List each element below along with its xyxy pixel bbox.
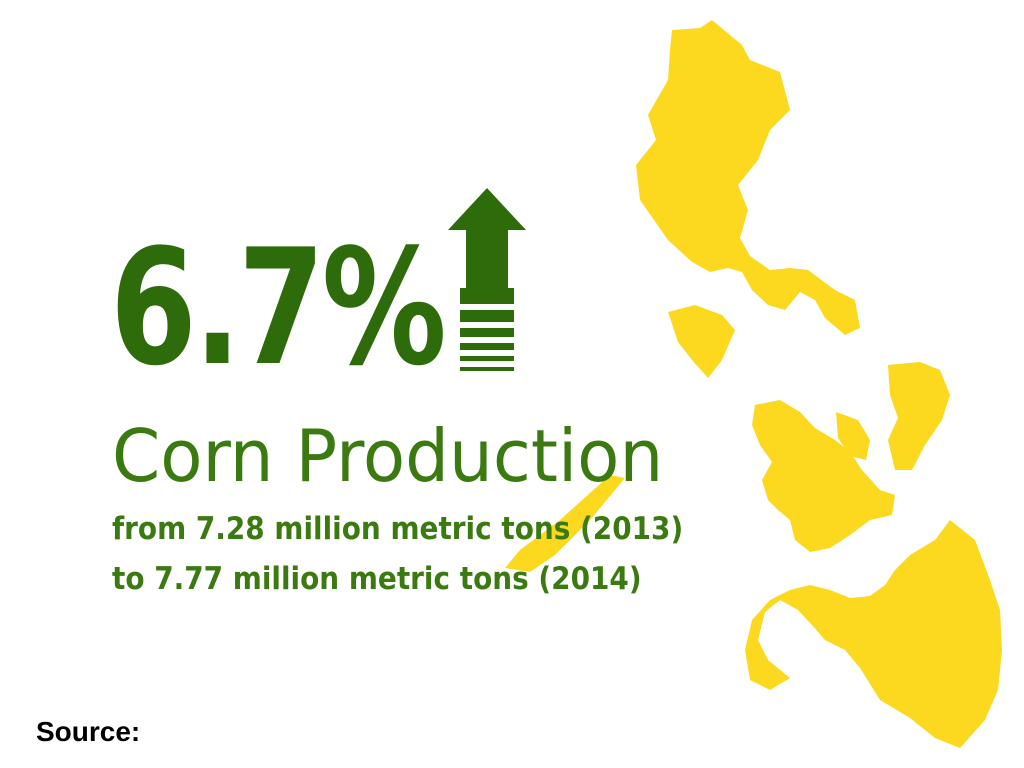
subtitle-line-2: to 7.77 million metric tons (2014) (112, 561, 642, 597)
page-title: Corn Production (112, 414, 664, 498)
growth-percentage: 6.7% (110, 214, 447, 401)
subtitle-line-1: from 7.28 million metric tons (2013) (112, 511, 684, 547)
up-arrow-icon (448, 188, 526, 371)
source-label: Source: (36, 716, 141, 747)
